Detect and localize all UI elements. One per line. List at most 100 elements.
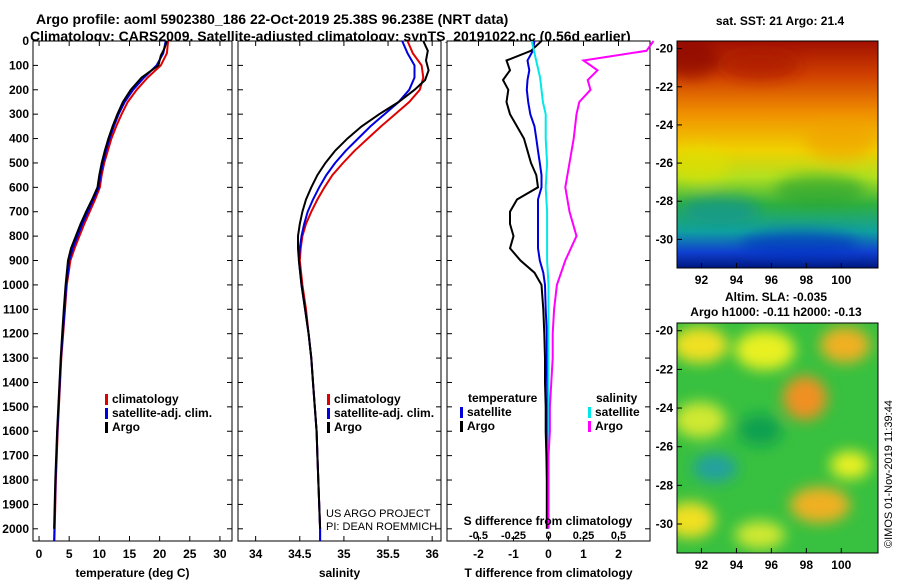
s-tick-label: -0.5 <box>469 530 488 542</box>
legend-swatch <box>588 407 591 418</box>
x-axis-label: temperature (deg C) <box>75 566 189 580</box>
map-x-tick-label: 96 <box>765 558 779 572</box>
x-axis-label: salinity <box>319 566 361 580</box>
legend-label: satellite <box>595 405 640 419</box>
s-tick-label: 0 <box>545 530 551 542</box>
x-tick-label: 1 <box>580 547 587 561</box>
sla-map-ticks: 92 94 96 98 100 -20 -22 -24 -26 -28 -30 <box>656 324 852 572</box>
legend-swatch <box>105 422 108 433</box>
series-line-s-argo <box>547 40 655 529</box>
y-tick-label: 200 <box>9 83 29 97</box>
y-tick-label: 1700 <box>2 449 29 463</box>
map-y-tick-label: -26 <box>656 440 674 454</box>
x-tick-label: 34.5 <box>288 547 312 561</box>
legend-label: climatology <box>112 392 179 406</box>
series-line-s-satellite <box>530 40 550 529</box>
s-tick-label: 0.5 <box>611 530 626 542</box>
legend-label: Argo <box>467 419 495 433</box>
s-tick-label: 0.25 <box>573 530 594 542</box>
map-y-tick-label: -30 <box>656 232 674 246</box>
legend-swatch <box>460 421 463 432</box>
x-tick-label: 0 <box>545 547 552 561</box>
legend-label: satellite-adj. clim. <box>334 406 434 420</box>
legend-title-temperature: temperature <box>468 391 538 405</box>
sla-map-panel: Altim. SLA: -0.035 Argo h1000: -0.11 h20… <box>656 290 879 572</box>
legend-label: Argo <box>595 419 623 433</box>
plot-frame <box>237 40 442 542</box>
x-tick-label: 0 <box>36 547 43 561</box>
x-tick-label: 36 <box>425 547 439 561</box>
map-y-tick-label: -28 <box>656 478 674 492</box>
y-tick-label: 900 <box>9 254 29 268</box>
legend-swatch <box>327 394 330 405</box>
x-tick-label: 35.5 <box>376 547 400 561</box>
sst-map-panel: sat. SST: 21 Argo: 21.4 92 94 96 98 100 -20 -2… <box>656 14 879 287</box>
legend-swatch <box>327 408 330 419</box>
s-axis-label: S difference from climatology <box>464 514 633 528</box>
figure-title-line-2: Climatology: CARS2009. Satellite-adjuste… <box>30 28 631 44</box>
map-y-tick-label: -26 <box>656 156 674 170</box>
y-tick-label: 1400 <box>2 375 29 389</box>
legend-swatch <box>105 394 108 405</box>
y-tick-label: 1000 <box>2 278 29 292</box>
map-x-tick-label: 100 <box>831 558 851 572</box>
x-tick-label: 35 <box>337 547 351 561</box>
project-note-line-2: PI: DEAN ROEMMICH <box>326 521 437 533</box>
series-line-t-argo <box>501 40 548 529</box>
x-tick-label: 34 <box>249 547 263 561</box>
plot-frame <box>32 40 233 542</box>
s-tick-label: -0.25 <box>501 530 526 542</box>
x-tick-label: 20 <box>153 547 167 561</box>
map-y-tick-label: -20 <box>656 324 674 338</box>
x-tick-label: -1 <box>508 547 519 561</box>
map-y-tick-label: -28 <box>656 194 674 208</box>
y-tick-label: 1100 <box>3 302 29 316</box>
legend-label: Argo <box>334 420 362 434</box>
y-tick-label: 1800 <box>2 473 29 487</box>
legend-label: Argo <box>112 420 140 434</box>
y-tick-label: 400 <box>9 132 29 146</box>
legend-swatch <box>105 408 108 419</box>
y-tick-label: 1600 <box>2 424 29 438</box>
y-tick-label: 1300 <box>2 351 29 365</box>
sla-map-subtitle: Argo h1000: -0.11 h2000: -0.13 <box>690 305 862 319</box>
temperature-panel: 0 5 10 15 20 25 30 temperature (deg C) 0 100 200 30… <box>2 34 233 580</box>
legend-label: satellite-adj. clim. <box>112 406 212 420</box>
x-tick-label: -2 <box>473 547 484 561</box>
legend-swatch <box>588 421 591 432</box>
map-y-tick-label: -24 <box>656 118 674 132</box>
figure-title-line-1: Argo profile: aoml 5902380_186 22-Oct-20… <box>36 11 509 27</box>
y-tick-label: 1200 <box>2 327 29 341</box>
map-y-tick-label: -30 <box>656 517 674 531</box>
sst-map-ticks: 92 94 96 98 100 -20 -22 -24 -26 -28 -30 <box>656 42 852 287</box>
map-y-tick-label: -20 <box>656 42 674 56</box>
salinity-panel: 34 34.5 35 35.5 36 salinity climatologysatelli… <box>237 40 442 580</box>
series-line-t-satellite <box>525 40 549 529</box>
y-tick-label: 800 <box>9 229 29 243</box>
sla-map-frame <box>676 322 879 554</box>
sst-map-frame <box>676 40 879 269</box>
map-x-tick-label: 98 <box>800 558 814 572</box>
y-tick-label: 100 <box>9 58 29 72</box>
series-line-argo <box>297 40 430 529</box>
x-tick-label: 30 <box>213 547 227 561</box>
y-tick-label: 500 <box>9 156 29 170</box>
y-tick-label: 1900 <box>2 497 29 511</box>
map-y-tick-label: -22 <box>656 80 674 94</box>
x-tick-label: 10 <box>93 547 107 561</box>
map-x-tick-label: 98 <box>800 273 814 287</box>
legend-swatch <box>327 422 330 433</box>
x-tick-label: 15 <box>123 547 137 561</box>
y-tick-label: 1500 <box>2 400 29 414</box>
legend-swatch <box>460 407 463 418</box>
sla-map-title: Altim. SLA: -0.035 <box>725 290 827 304</box>
map-x-tick-label: 100 <box>831 273 851 287</box>
map-x-tick-label: 94 <box>730 273 744 287</box>
map-y-tick-label: -24 <box>656 401 674 415</box>
x-tick-label: 25 <box>183 547 197 561</box>
y-tick-label: 2000 <box>2 522 29 536</box>
difference-panel: -2 -1 0 1 2 T difference from climatology -0.5… <box>446 40 655 580</box>
y-tick-label: 300 <box>9 107 29 121</box>
y-tick-label: 0 <box>22 34 29 48</box>
